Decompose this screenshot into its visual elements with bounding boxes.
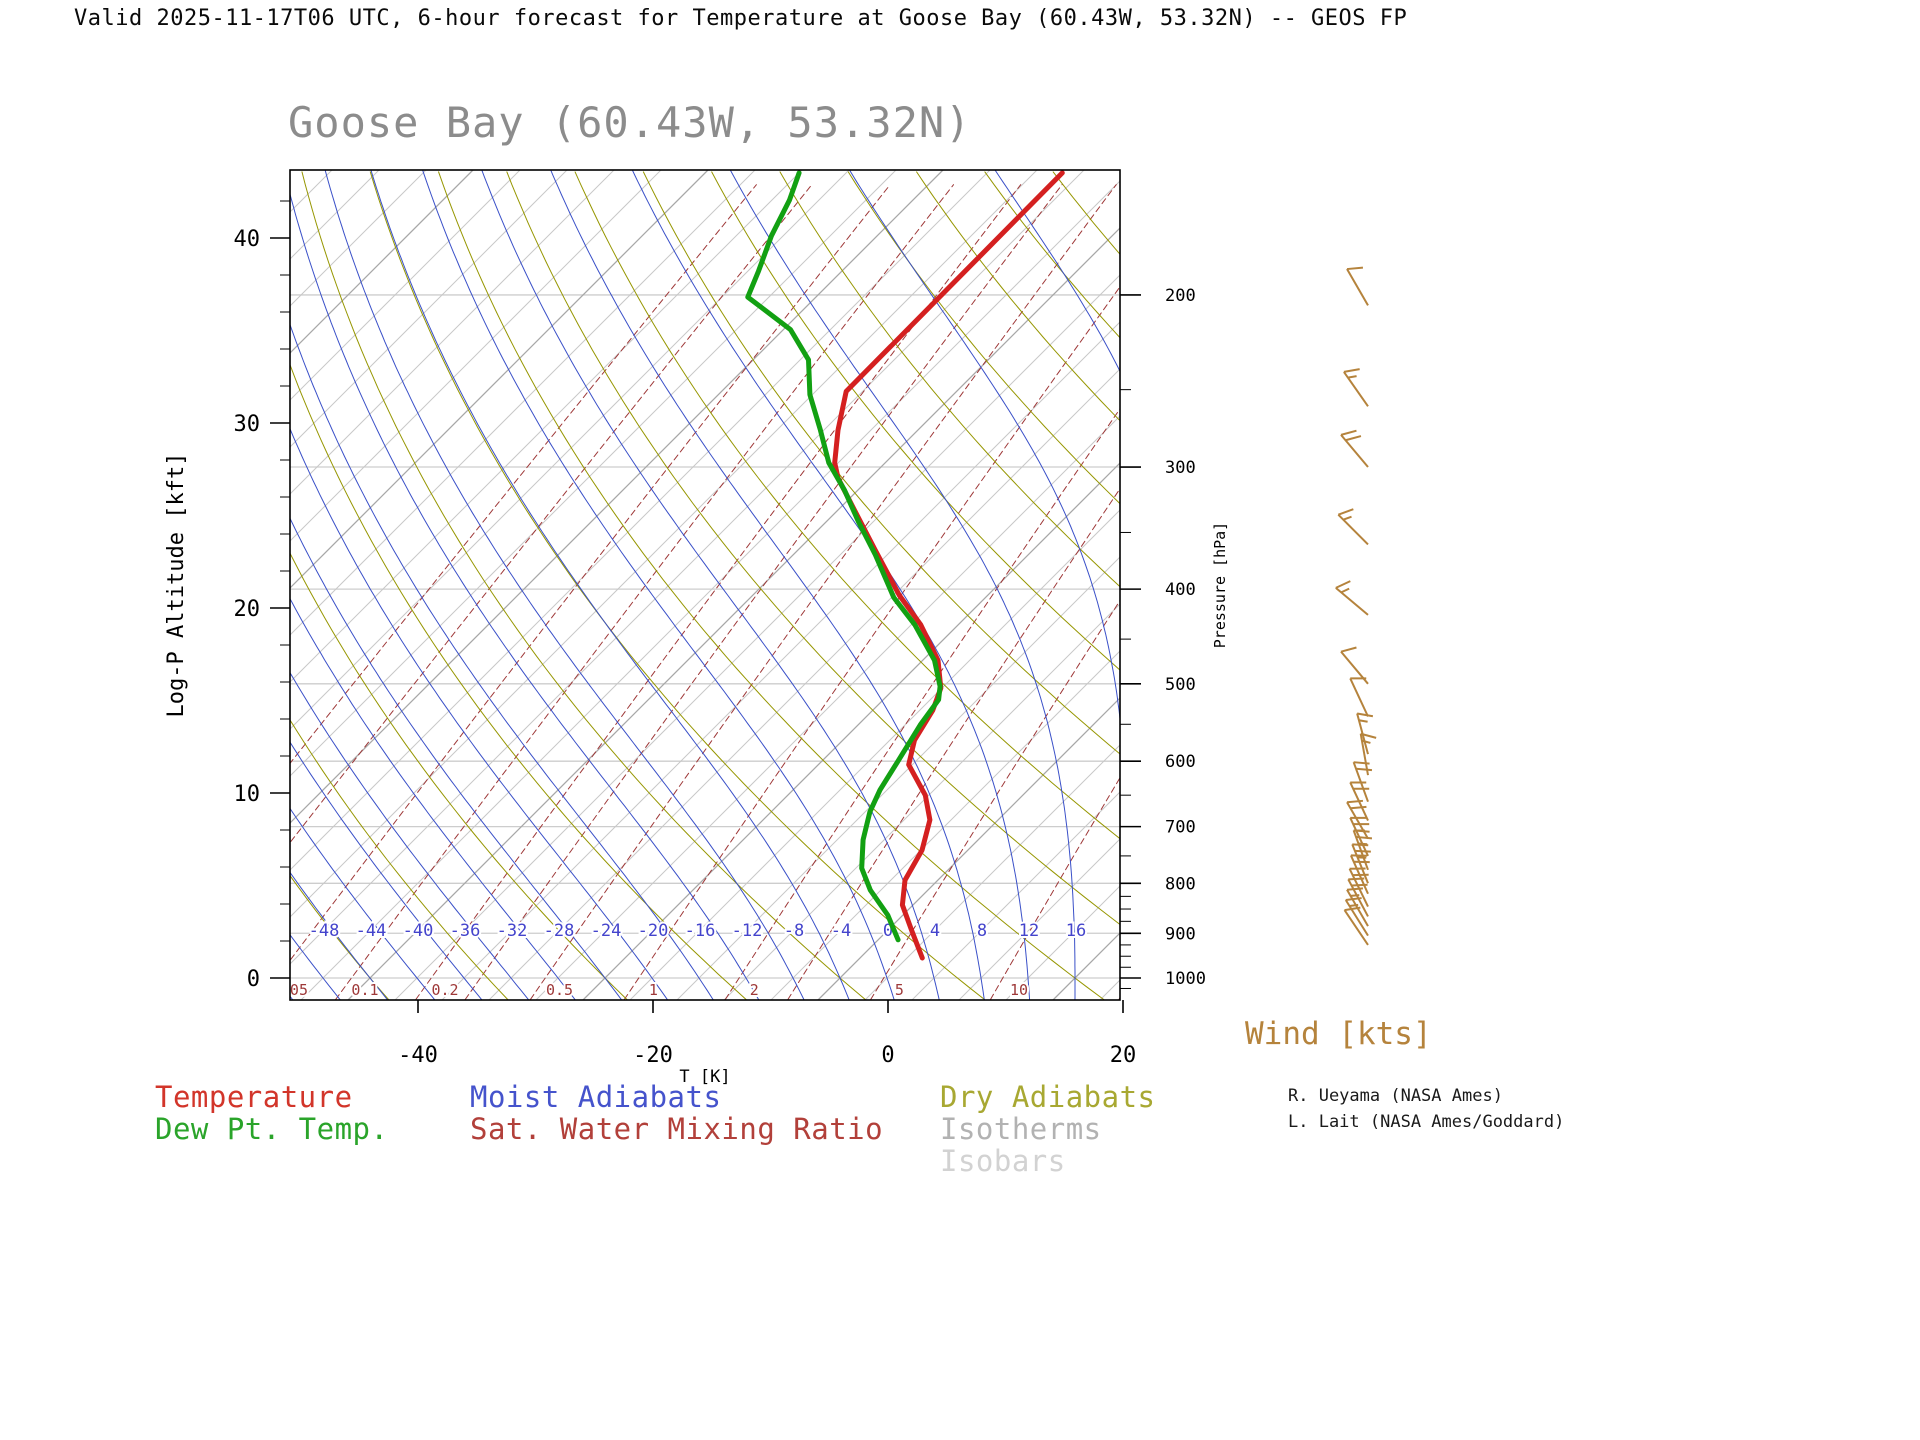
svg-text:-32: -32 (497, 921, 528, 941)
wind-barbs (1335, 266, 1377, 946)
mixing-ratio-lines (290, 184, 1120, 1000)
isotherms (290, 170, 1120, 1000)
svg-text:40: 40 (234, 227, 261, 252)
svg-text:900: 900 (1165, 924, 1196, 944)
svg-text:4: 4 (930, 921, 940, 941)
svg-text:-20: -20 (638, 921, 669, 941)
header-title: Valid 2025-11-17T06 UTC, 6-hour forecast… (74, 6, 1408, 31)
svg-text:-40: -40 (403, 921, 434, 941)
svg-text:-16: -16 (685, 921, 716, 941)
svg-text:-40: -40 (398, 1043, 438, 1068)
chart-title: Goose Bay (60.43W, 53.32N) (288, 98, 972, 147)
svg-text:T [K]: T [K] (679, 1067, 730, 1087)
legend-mixing-ratio: Sat. Water Mixing Ratio (470, 1112, 884, 1146)
svg-text:-24: -24 (591, 921, 622, 941)
plot-area: -48 -44 -40 -36 -32 -28 -24 -20 -16 -12 -8 -4 0 4 8 12 1… (272, 170, 1120, 1000)
svg-text:1000: 1000 (1165, 969, 1206, 989)
svg-text:-44: -44 (356, 921, 387, 941)
inplot-labels: -48 -44 -40 -36 -32 -28 -24 -20 -16 -12 -8 -4 0 4 8 12 1… (272, 919, 1088, 1000)
svg-text:0: 0 (881, 1043, 894, 1068)
legend-isotherms: Isotherms (940, 1112, 1102, 1146)
svg-text:0.1: 0.1 (351, 981, 378, 999)
svg-text:0.5: 0.5 (546, 981, 573, 999)
svg-text:1: 1 (649, 981, 658, 999)
svg-text:0.05: 0.05 (272, 981, 308, 999)
svg-text:Log-P Altitude [kft]: Log-P Altitude [kft] (164, 453, 189, 718)
sounding-profiles (745, 170, 1065, 961)
legend-isobars: Isobars (940, 1144, 1066, 1178)
svg-text:-4: -4 (831, 921, 851, 941)
bottom-axis: -40 -20 0 20 T [K] (398, 1000, 1136, 1087)
svg-text:16: 16 (1066, 921, 1086, 941)
svg-text:-12: -12 (732, 921, 763, 941)
svg-text:200: 200 (1165, 286, 1196, 306)
svg-text:5: 5 (895, 981, 904, 999)
legend-moist-adiabats: Moist Adiabats (470, 1080, 722, 1114)
isobars (290, 294, 1120, 979)
svg-text:300: 300 (1165, 458, 1196, 478)
svg-text:400: 400 (1165, 580, 1196, 600)
svg-text:-48: -48 (309, 921, 340, 941)
svg-text:800: 800 (1165, 874, 1196, 894)
dry-adiabats (290, 171, 1120, 1000)
svg-text:-28: -28 (544, 921, 575, 941)
legend-temperature: Temperature (155, 1080, 353, 1114)
svg-text:0: 0 (247, 967, 260, 992)
left-axis: 0 10 20 30 40 Log-P Altitude [kft] (164, 200, 290, 992)
svg-text:-20: -20 (633, 1043, 673, 1068)
plot-frame (289, 169, 1121, 1001)
right-axis: 200 300 400 500 600 700 800 900 1000 Pressure [hP… (1120, 286, 1229, 989)
svg-text:500: 500 (1165, 675, 1196, 695)
svg-text:30: 30 (234, 412, 261, 437)
svg-text:8: 8 (977, 921, 987, 941)
wind-kts-label: Wind [kts] (1245, 1016, 1432, 1052)
svg-text:12: 12 (1019, 921, 1039, 941)
legend-dew-point: Dew Pt. Temp. (155, 1112, 389, 1146)
credit-line-1: R. Ueyama (NASA Ames) (1288, 1086, 1503, 1106)
svg-text:-8: -8 (784, 921, 804, 941)
svg-text:-36: -36 (450, 921, 481, 941)
svg-text:10: 10 (234, 782, 261, 807)
svg-text:20: 20 (234, 597, 261, 622)
legend-dry-adiabats: Dry Adiabats (940, 1080, 1156, 1114)
svg-text:700: 700 (1165, 818, 1196, 838)
svg-text:2: 2 (750, 981, 759, 999)
svg-text:0.2: 0.2 (431, 981, 458, 999)
credit-line-2: L. Lait (NASA Ames/Goddard) (1288, 1112, 1565, 1132)
svg-text:10: 10 (1010, 981, 1028, 999)
svg-text:Pressure [hPa]: Pressure [hPa] (1211, 522, 1229, 648)
svg-text:600: 600 (1165, 752, 1196, 772)
moist-adiabats (290, 170, 1120, 1000)
svg-text:20: 20 (1110, 1043, 1137, 1068)
dewpoint-profile (745, 170, 943, 943)
